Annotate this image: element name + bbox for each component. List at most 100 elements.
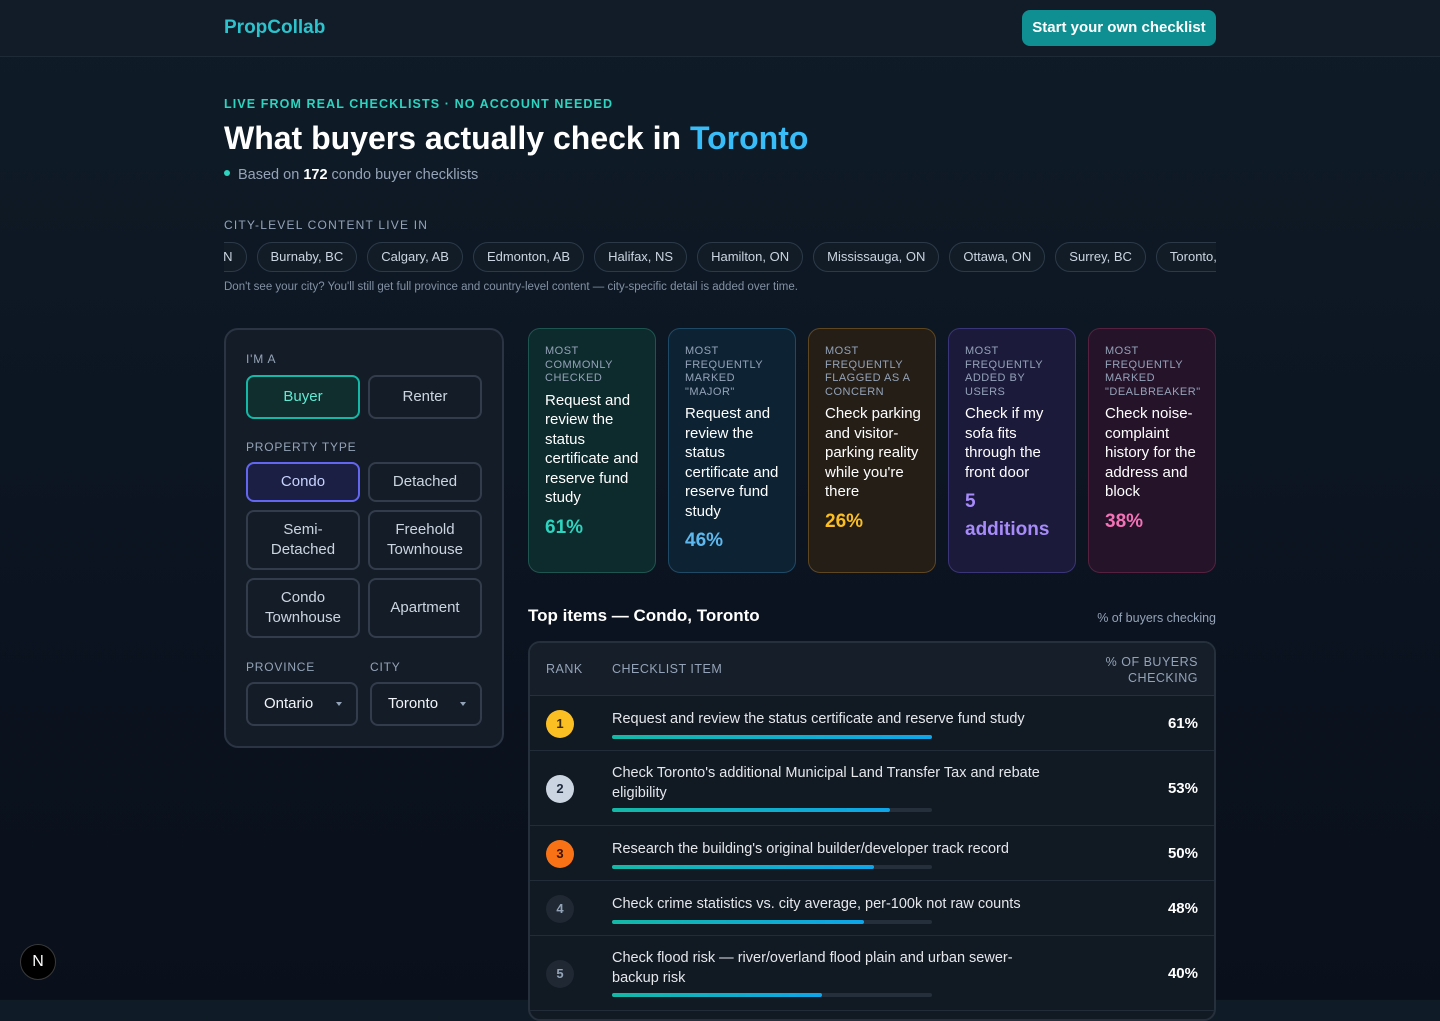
title-text: What buyers actually check in [224,120,682,156]
eyebrow: LIVE FROM REAL CHECKLISTS · NO ACCOUNT N… [224,97,614,111]
type-option[interactable]: Detached [368,462,482,502]
city-select[interactable]: Toronto [370,682,482,726]
card-text: Request and review the status certificat… [545,391,639,507]
progress-track [612,993,932,997]
city-chip[interactable]: Surrey, BC [1055,242,1146,272]
checklist-item: Check flood risk — river/overland flood … [612,950,1013,986]
role-label: I'M A [246,352,277,366]
role-option[interactable]: Renter [368,375,482,419]
dev-badge[interactable]: N [20,944,56,980]
card-stat: 38% [1105,510,1144,532]
card-label: MOST FREQUENTLY FLAGGED AS A CONCERN [825,345,910,398]
city-chip[interactable]: Toronto, ON [1155,242,1216,272]
percent: 53% [1167,779,1198,797]
type-option[interactable]: Freehold Townhouse [368,510,482,570]
card-stat: 61% [545,516,584,538]
caret [460,702,466,706]
percent: 50% [1167,844,1198,862]
role-option[interactable]: Buyer [246,375,360,419]
province-value: Ontario [264,695,314,712]
table-row: 3 Research the building's original builde… [530,826,1214,881]
card-text: Check noise-complaint history for the ad… [1105,405,1196,500]
type-label: PROPERTY TYPE [246,440,357,454]
based-on: Based on 172 condo buyer checklists [224,167,478,183]
logo[interactable]: PropCollab [224,17,326,38]
rank-badge: 2 [546,774,574,803]
type-option[interactable]: Semi-Detached [246,510,360,570]
stat-card: MOST FREQUENTLY MARKED "MAJOR" Request an… [668,328,796,573]
progress-bar [612,865,875,869]
table-header: RANK CHECKLIST ITEM % OF BUYERS CHECKING [530,643,1214,696]
table-row: 2 Check Toronto's additional Municipal La… [530,751,1214,826]
progress-bar [612,735,932,739]
count: 172 [303,167,328,183]
progress-bar [612,993,822,997]
stat-card: MOST FREQUENTLY ADDED BY USERS Check if m… [948,328,1076,573]
progress-track [612,808,932,812]
hero-title: What buyers actually check in Toronto [224,120,808,157]
cta-button[interactable]: Start your own checklist [1022,10,1216,46]
card-label: MOST FREQUENTLY MARKED "MAJOR" [685,345,763,398]
table-row: 5 Check flood risk — river/overland flood… [530,936,1214,1011]
table-note: % of buyers checking [1097,611,1216,625]
stat-card: MOST FREQUENTLY FLAGGED AS A CONCERN Chec… [808,328,936,573]
stat-card: MOST FREQUENTLY MARKED "DEALBREAKER" Chec… [1088,328,1216,573]
column-header: CHECKLIST ITEM [612,662,723,676]
rank-badge: 3 [546,839,574,868]
city-chip[interactable]: ON [224,242,247,272]
rank-badge: 1 [546,709,574,738]
province-label: PROVINCE [246,660,316,674]
cities-label: CITY-LEVEL CONTENT LIVE IN [224,218,429,232]
percent: 61% [1167,714,1198,732]
table-title: Top items — Condo, Toronto [528,606,760,625]
progress-bar [612,808,891,812]
based-prefix: Based on [238,167,300,183]
card-text: Check if my sofa fits through the front … [965,405,1044,481]
city-chip[interactable]: Mississauga, ON [813,242,940,272]
header: PropCollab Start your own checklist [0,0,1440,57]
province-select[interactable]: Ontario [246,682,358,726]
rank-badge: 5 [546,959,574,988]
checklist-item: Request and review the status certificat… [612,711,1025,727]
type-option[interactable]: Condo Townhouse [246,578,360,638]
cities-note: Don't see your city? You'll still get fu… [224,281,798,293]
city-chip[interactable]: Ottawa, ON [949,242,1046,272]
card-stat: 5 additions [965,491,1050,540]
city-chip[interactable]: Calgary, AB [367,242,463,272]
filter-panel: I'M A PROPERTY TYPE PROVINCE CITY Ontari… [224,328,504,748]
percent: 40% [1167,964,1198,982]
checklist-item: Research the building's original builder… [612,841,1009,857]
column-header: % OF BUYERS CHECKING [1105,655,1198,685]
checklist-item: Check Toronto's additional Municipal Lan… [612,765,1040,801]
card-label: MOST COMMONLY CHECKED [545,345,613,384]
type-option[interactable]: Apartment [368,578,482,638]
city-chip[interactable]: Halifax, NS [594,242,688,272]
table-row: 1 Request and review the status certifica… [530,696,1214,751]
checklist-item: Check crime statistics vs. city average,… [612,896,1021,912]
city-chips: ON Burnaby, BC Calgary, AB Edmonton, AB Hali… [224,242,1216,272]
city-label: CITY [370,660,401,674]
caret [336,702,342,706]
stat-card: MOST COMMONLY CHECKED Request and review … [528,328,656,573]
rank-badge: 4 [546,894,574,923]
title-city: Toronto [689,120,809,156]
city-chip[interactable]: Hamilton, ON [697,242,804,272]
type-option[interactable]: Condo [246,462,360,502]
card-text: Check parking and visitor-parking realit… [825,405,921,500]
city-value: Toronto [388,695,439,712]
table: RANK CHECKLIST ITEM % OF BUYERS CHECKING… [528,641,1216,1021]
city-chip[interactable]: Edmonton, AB [472,242,585,272]
card-label: MOST FREQUENTLY ADDED BY USERS [965,345,1043,398]
card-text: Request and review the status certificat… [685,405,779,520]
card-stat: 26% [825,510,864,532]
table-row: 4 Check crime statistics vs. city average… [530,881,1214,936]
progress-bar [612,920,864,924]
city-chip[interactable]: Burnaby, BC [256,242,358,272]
progress-track [612,920,932,924]
progress-track [612,865,932,869]
based-suffix: condo buyer checklists [331,167,479,183]
progress-track [612,735,932,739]
card-label: MOST FREQUENTLY MARKED "DEALBREAKER" [1105,345,1201,398]
card-stat: 46% [685,530,724,551]
